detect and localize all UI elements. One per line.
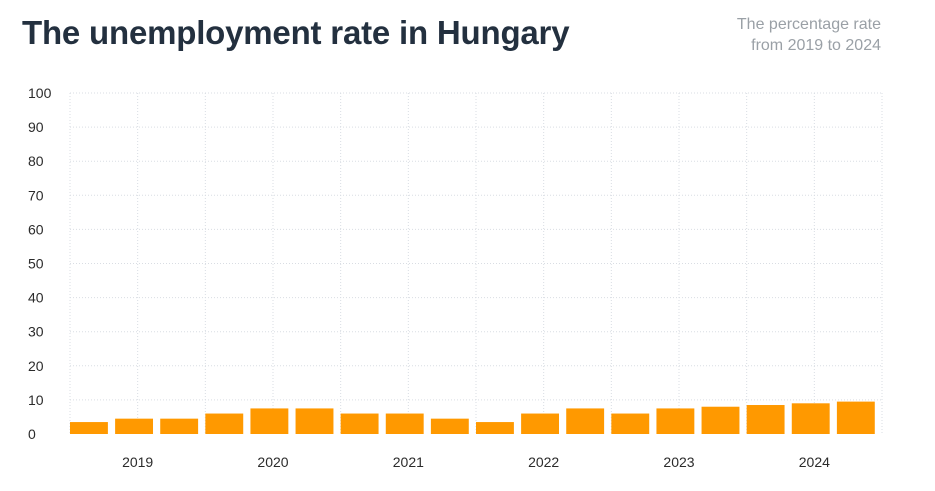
y-tick-label: 50 (28, 256, 44, 272)
bar (430, 418, 469, 434)
y-tick-label: 70 (28, 187, 44, 203)
y-tick-label: 90 (28, 119, 44, 135)
y-tick-label: 100 (28, 85, 52, 101)
bar (205, 413, 244, 434)
y-tick-label: 20 (28, 358, 44, 374)
x-tick-label: 2023 (663, 454, 694, 470)
bar (340, 413, 379, 434)
y-tick-label: 0 (28, 426, 36, 442)
subtitle-line-1: The percentage rate (736, 16, 881, 33)
bar (791, 403, 830, 434)
bar (566, 408, 605, 434)
x-tick-label: 2021 (393, 454, 424, 470)
y-axis: 0 10 20 30 40 50 60 70 80 90 100 (28, 85, 52, 442)
subtitle-line-2: from 2019 to 2024 (751, 37, 881, 54)
bar (70, 422, 108, 434)
x-tick-label: 2022 (528, 454, 559, 470)
x-tick-label: 2020 (257, 454, 288, 470)
y-tick-label: 60 (28, 221, 44, 237)
y-tick-label: 40 (28, 290, 44, 306)
x-tick-label: 2019 (122, 454, 153, 470)
bar (836, 401, 875, 434)
chart-grid (69, 92, 883, 434)
x-tick-label: 2024 (799, 454, 830, 470)
y-tick-label: 30 (28, 324, 44, 340)
bar (611, 413, 650, 434)
y-tick-label: 10 (28, 392, 44, 408)
chart-subtitle: The percentage rate from 2019 to 2024 (737, 14, 881, 56)
bar (160, 418, 199, 434)
bar (701, 406, 740, 434)
page-title: The unemployment rate in Hungary (22, 14, 570, 51)
bar (656, 408, 695, 434)
bar (250, 408, 289, 434)
bar (476, 422, 514, 434)
bar (746, 405, 785, 434)
bar (385, 413, 424, 434)
y-tick-label: 80 (28, 153, 44, 169)
bar (115, 418, 154, 434)
x-axis: 2019 2020 2021 2022 2023 2024 (122, 454, 830, 470)
bar (295, 408, 334, 434)
chart-bars (70, 401, 875, 434)
bar (521, 413, 560, 434)
